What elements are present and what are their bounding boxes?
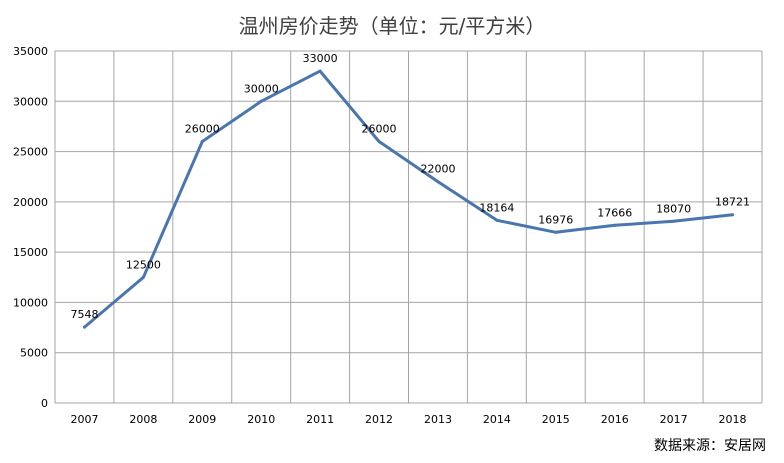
- data-label: 18070: [656, 202, 691, 215]
- chart-title: 温州房价走势（单位：元/平方米）: [238, 14, 546, 38]
- y-tick-label: 20000: [13, 196, 48, 209]
- axes: 0 5000 10000 15000 20000 25000 30000 35000 2007 2…: [13, 45, 747, 426]
- data-label: 26000: [362, 123, 397, 136]
- y-tick-label: 10000: [13, 296, 48, 309]
- x-tick-label: 2009: [188, 413, 216, 426]
- x-tick-label: 2007: [70, 413, 98, 426]
- y-tick-label: 30000: [13, 95, 48, 108]
- data-point: [495, 218, 499, 222]
- data-point: [259, 99, 263, 103]
- data-labels: 7548 12500 26000 30000 33000 26000 22000 18164 1…: [70, 52, 750, 321]
- data-point: [82, 325, 86, 329]
- y-tick-label: 5000: [20, 347, 48, 360]
- data-label: 17666: [597, 206, 632, 219]
- data-label: 33000: [303, 52, 338, 65]
- data-point: [672, 219, 676, 223]
- data-point: [436, 180, 440, 184]
- data-label: 12500: [126, 258, 161, 271]
- series-line: [83, 69, 734, 329]
- data-label: 30000: [244, 82, 279, 95]
- x-tick-label: 2013: [424, 413, 452, 426]
- series-layer: [82, 69, 735, 329]
- data-point: [200, 140, 204, 144]
- data-label: 16976: [538, 213, 573, 226]
- data-point: [554, 230, 558, 234]
- y-tick-label: 0: [41, 397, 48, 410]
- y-tick-label: 15000: [13, 246, 48, 259]
- x-tick-label: 2011: [306, 413, 334, 426]
- data-label: 26000: [185, 123, 220, 136]
- x-tick-label: 2012: [365, 413, 393, 426]
- y-tick-label: 25000: [13, 146, 48, 159]
- x-tick-label: 2018: [719, 413, 747, 426]
- data-point: [318, 69, 322, 73]
- data-label: 22000: [420, 163, 455, 176]
- data-label: 18164: [479, 201, 514, 214]
- x-tick-label: 2008: [129, 413, 157, 426]
- data-point: [731, 213, 735, 217]
- data-point: [613, 223, 617, 227]
- source-note: 数据来源：安居网: [654, 438, 766, 454]
- x-tick-label: 2010: [247, 413, 275, 426]
- data-label: 7548: [70, 308, 98, 321]
- x-tick-label: 2017: [660, 413, 688, 426]
- x-tick-label: 2015: [542, 413, 570, 426]
- x-tick-label: 2014: [483, 413, 511, 426]
- x-tick-label: 2016: [601, 413, 629, 426]
- data-point: [141, 275, 145, 279]
- data-point: [377, 140, 381, 144]
- y-tick-label: 35000: [13, 45, 48, 58]
- data-label: 18721: [715, 196, 750, 209]
- grid: [54, 50, 763, 404]
